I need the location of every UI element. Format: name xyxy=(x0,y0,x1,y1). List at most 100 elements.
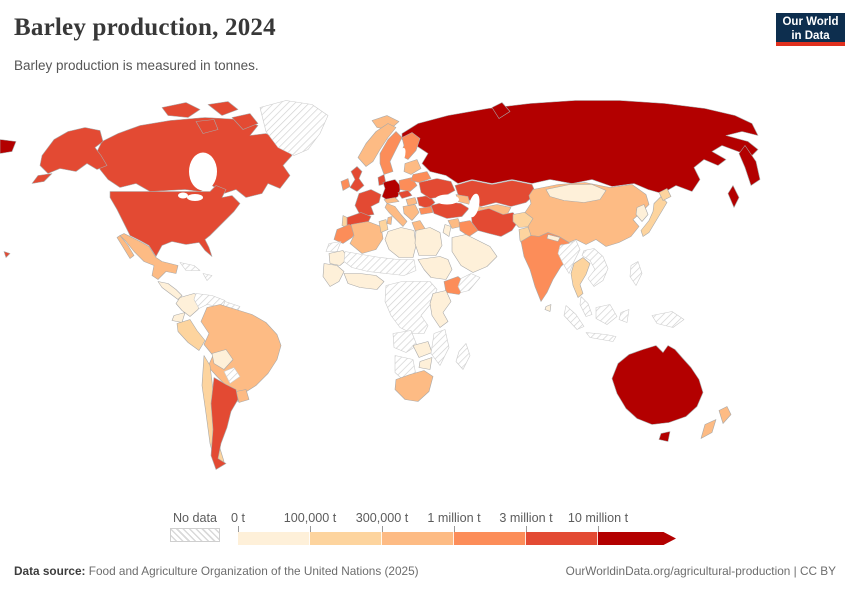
country-hispaniola[interactable] xyxy=(202,273,213,281)
country-russia[interactable] xyxy=(401,100,759,194)
country-italy-sardinia[interactable] xyxy=(386,216,393,225)
country-canada-victoria[interactable] xyxy=(195,119,219,134)
country-korea[interactable] xyxy=(635,204,649,222)
legend-tick-labels: 0 t 100,000 t 300,000 t 1 million t 3 mi… xyxy=(231,511,678,528)
legend-segment-5[interactable] xyxy=(598,532,676,545)
country-indonesia-borneo[interactable] xyxy=(595,304,618,325)
country-south-africa[interactable] xyxy=(394,370,434,402)
country-sudan[interactable] xyxy=(417,256,453,280)
country-usa[interactable] xyxy=(109,185,241,257)
country-mexico[interactable] xyxy=(119,233,179,280)
country-zimbabwe[interactable] xyxy=(418,357,433,370)
hudson-bay xyxy=(189,152,217,191)
country-usa-aleutian[interactable] xyxy=(31,173,53,184)
data-source-text: Food and Agriculture Organization of the… xyxy=(85,564,419,578)
country-mauritania[interactable] xyxy=(328,250,349,266)
country-venezuela[interactable] xyxy=(193,293,226,309)
country-japan-hokkaido[interactable] xyxy=(658,188,672,201)
country-japan[interactable] xyxy=(640,196,668,237)
legend-segment-0[interactable] xyxy=(238,532,310,545)
country-indonesia-sulawesi[interactable] xyxy=(618,309,630,323)
country-russia-sakhalin[interactable] xyxy=(727,185,740,208)
country-new-zealand-north[interactable] xyxy=(718,406,732,424)
footer-link[interactable]: OurWorldinData.org/agricultural-producti… xyxy=(565,564,836,578)
legend-segments xyxy=(238,532,678,545)
country-thailand[interactable] xyxy=(570,257,591,298)
country-vietnam[interactable] xyxy=(581,248,609,287)
country-canada-arctic2[interactable] xyxy=(207,101,239,116)
country-mongolia[interactable] xyxy=(545,184,607,203)
country-argentina[interactable] xyxy=(210,377,239,470)
country-mozambique[interactable] xyxy=(430,329,450,366)
country-iran[interactable] xyxy=(470,208,520,237)
country-tunisia[interactable] xyxy=(378,219,389,233)
country-bulgaria[interactable] xyxy=(418,206,434,215)
owid-logo[interactable]: Our World in Data xyxy=(776,13,845,46)
country-balkans[interactable] xyxy=(402,204,420,221)
country-australia[interactable] xyxy=(611,345,704,425)
legend-segment-1[interactable] xyxy=(310,532,382,545)
country-norway[interactable] xyxy=(357,123,397,167)
legend-no-data-swatch[interactable] xyxy=(170,528,220,542)
country-ukraine[interactable] xyxy=(418,178,456,199)
country-peru[interactable] xyxy=(176,319,206,351)
country-cuba[interactable] xyxy=(179,262,201,271)
country-arabia[interactable] xyxy=(451,234,498,273)
country-france[interactable] xyxy=(354,189,382,217)
country-belarus[interactable] xyxy=(410,171,432,183)
country-australia-tasmania[interactable] xyxy=(658,431,671,442)
country-myanmar[interactable] xyxy=(557,240,581,274)
country-sri-lanka[interactable] xyxy=(544,304,552,312)
country-alps[interactable] xyxy=(383,197,400,204)
country-canada-baffin[interactable] xyxy=(231,113,259,130)
country-canada-arctic1[interactable] xyxy=(161,102,201,118)
country-iraq[interactable] xyxy=(458,220,479,237)
country-somalia[interactable] xyxy=(457,273,481,293)
country-italy[interactable] xyxy=(384,203,408,227)
country-malay-peninsula[interactable] xyxy=(579,296,593,317)
country-senegal-guinea[interactable] xyxy=(322,263,345,287)
country-kenya-tanzania[interactable] xyxy=(429,290,452,328)
country-angola[interactable] xyxy=(392,330,418,353)
country-baltics[interactable] xyxy=(403,159,422,175)
country-west-africa[interactable] xyxy=(343,273,385,290)
country-paraguay[interactable] xyxy=(223,367,241,384)
country-philippines[interactable] xyxy=(629,261,643,286)
legend-segment-4[interactable] xyxy=(526,532,598,545)
country-new-zealand-south[interactable] xyxy=(700,419,717,439)
country-indonesia-sumatra[interactable] xyxy=(563,305,585,330)
legend-tick-marks xyxy=(238,526,678,532)
page-title: Barley production, 2024 xyxy=(14,14,276,41)
country-levant[interactable] xyxy=(442,224,452,237)
country-western-sahara[interactable] xyxy=(325,241,342,252)
legend-no-data[interactable]: No data xyxy=(170,511,220,542)
country-ecuador[interactable] xyxy=(171,312,186,323)
country-ireland[interactable] xyxy=(340,178,351,191)
country-czechia[interactable] xyxy=(397,190,413,199)
country-papua-new-guinea[interactable] xyxy=(651,311,685,328)
country-madagascar[interactable] xyxy=(455,343,471,370)
country-indonesia-java[interactable] xyxy=(585,332,617,342)
country-egypt[interactable] xyxy=(414,227,443,256)
country-libya[interactable] xyxy=(384,227,417,258)
country-russia-novaya-zemlya[interactable] xyxy=(491,102,511,119)
country-canada[interactable] xyxy=(94,117,293,198)
legend-segment-3[interactable] xyxy=(454,532,526,545)
country-sahel-belt[interactable] xyxy=(343,251,417,276)
country-sweden[interactable] xyxy=(379,131,403,175)
country-russia-chukotka-wrap[interactable] xyxy=(0,139,17,154)
legend-segment-2[interactable] xyxy=(382,532,454,545)
country-uk[interactable] xyxy=(349,166,365,192)
country-mexico-baja[interactable] xyxy=(116,235,135,259)
country-usa-alaska[interactable] xyxy=(39,127,108,174)
country-central-africa[interactable] xyxy=(384,281,438,334)
country-usa-hawaii[interactable] xyxy=(3,251,11,258)
country-greenland[interactable] xyxy=(259,100,329,156)
country-nepal[interactable] xyxy=(546,234,561,242)
country-hungary[interactable] xyxy=(405,197,418,206)
country-central-america[interactable] xyxy=(157,281,183,300)
country-russia-kamchatka[interactable] xyxy=(738,145,761,186)
country-algeria[interactable] xyxy=(349,221,384,254)
country-bolivia[interactable] xyxy=(211,349,234,370)
map-legend: No data 0 t 100,000 t 300,000 t 1 millio… xyxy=(0,511,850,553)
